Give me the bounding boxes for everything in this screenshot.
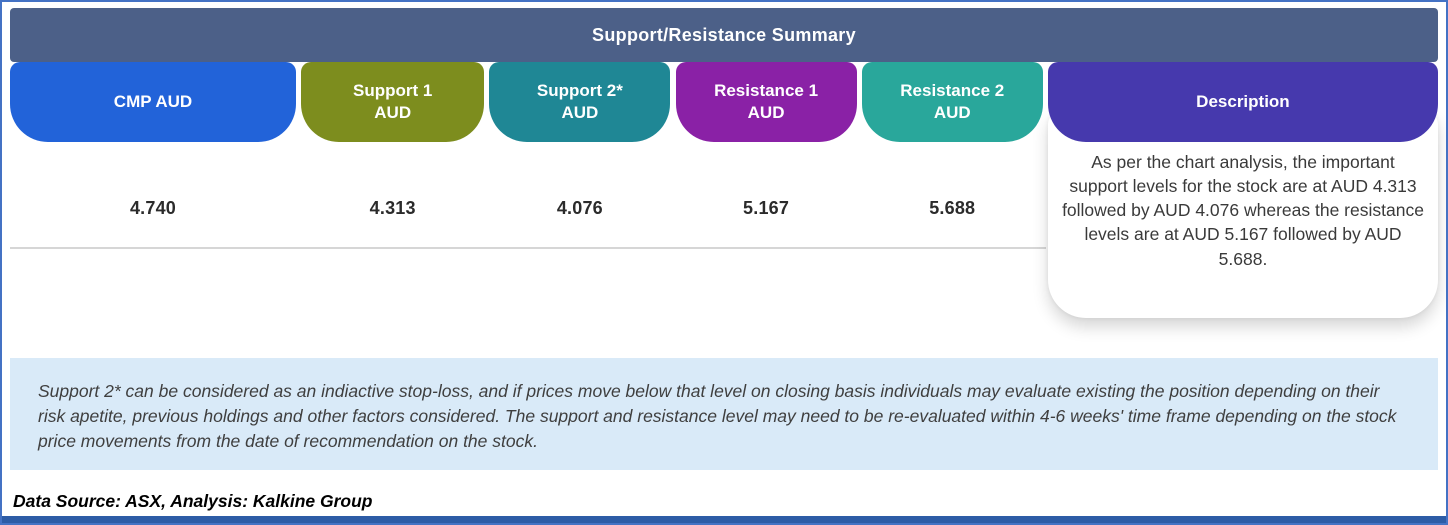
column-header-label: AUD — [747, 103, 785, 122]
column-header-resistance2: Resistance 2 AUD — [861, 62, 1043, 142]
column-header-resistance1: Resistance 1 AUD — [675, 62, 857, 142]
value-support1: 4.313 — [369, 198, 416, 218]
values-row: 4.740 4.313 4.076 5.167 5.688 — [10, 198, 1438, 219]
value-cmp: 4.740 — [129, 198, 177, 218]
column-header-support1: Support 1 AUD — [301, 62, 485, 142]
data-source-line: Data Source: ASX, Analysis: Kalkine Grou… — [13, 491, 373, 511]
value-spacer — [1048, 198, 1438, 219]
column-header-label: Support 2* — [536, 80, 623, 100]
value-resistance2: 5.688 — [929, 198, 976, 218]
column-header-label: Resistance 2 — [900, 80, 1005, 100]
value-resistance1: 5.167 — [743, 198, 790, 218]
value-support2: 4.076 — [556, 198, 603, 218]
bottom-accent-bar — [2, 516, 1446, 523]
column-header-support2: Support 2* AUD — [489, 62, 671, 142]
description-card: As per the chart analysis, the important… — [1048, 112, 1438, 318]
column-header-label: Description — [1196, 91, 1290, 111]
column-header-label: Resistance 1 — [714, 80, 819, 100]
table-title-bar: Support/Resistance Summary — [10, 8, 1438, 62]
description-text: As per the chart analysis, the important… — [1062, 152, 1424, 269]
column-headers-row: CMP AUD Support 1 AUD Support 2* AUD Res… — [10, 62, 1438, 142]
column-header-cmp: CMP AUD — [10, 62, 296, 142]
column-header-label: CMP AUD — [113, 91, 193, 111]
column-header-label: AUD — [561, 103, 599, 122]
column-header-label: AUD — [374, 103, 412, 122]
footnote-text: Support 2* can be considered as an india… — [38, 381, 1397, 451]
table-title: Support/Resistance Summary — [592, 24, 856, 45]
column-header-description: Description — [1047, 62, 1438, 142]
row-divider-line — [10, 247, 1046, 249]
column-header-label: AUD — [933, 103, 971, 122]
footnote-box: Support 2* can be considered as an india… — [10, 358, 1438, 470]
column-header-label: Support 1 — [353, 80, 433, 100]
